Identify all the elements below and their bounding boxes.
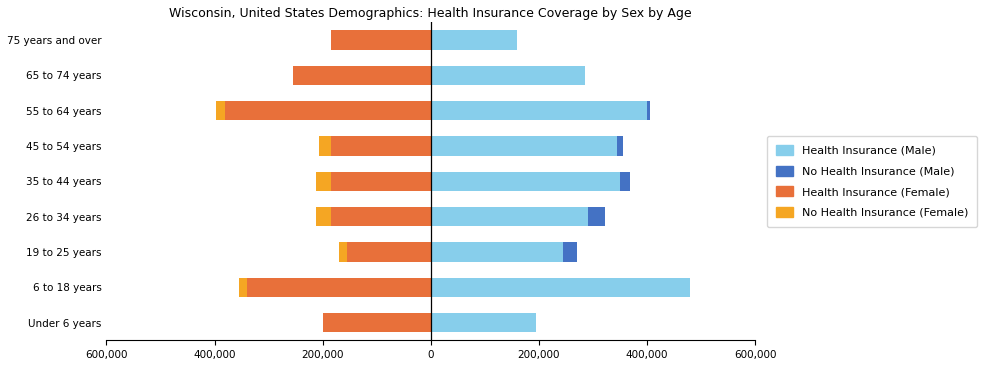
Bar	[293, 66, 430, 85]
Bar	[430, 172, 620, 191]
Bar	[430, 207, 588, 226]
Bar	[430, 278, 690, 297]
Bar	[331, 172, 430, 191]
Bar	[347, 242, 430, 262]
Title: Wisconsin, United States Demographics: Health Insurance Coverage by Sex by Age: Wisconsin, United States Demographics: H…	[169, 7, 692, 20]
Bar	[618, 137, 623, 156]
Bar	[315, 172, 331, 191]
Bar	[331, 30, 430, 50]
Bar	[588, 207, 605, 226]
Bar	[563, 242, 577, 262]
Bar	[247, 278, 430, 297]
Bar	[430, 313, 536, 333]
Bar	[430, 101, 647, 120]
Bar	[226, 101, 430, 120]
Bar	[430, 137, 618, 156]
Bar	[430, 66, 585, 85]
Bar	[319, 137, 331, 156]
Bar	[430, 30, 517, 50]
Bar	[647, 101, 650, 120]
Bar	[620, 172, 629, 191]
Bar	[339, 242, 347, 262]
Bar	[239, 278, 247, 297]
Bar	[323, 313, 430, 333]
Bar	[430, 242, 563, 262]
Bar	[315, 207, 331, 226]
Bar	[216, 101, 226, 120]
Bar	[331, 137, 430, 156]
Legend: Health Insurance (Male), No Health Insurance (Male), Health Insurance (Female), : Health Insurance (Male), No Health Insur…	[767, 136, 977, 227]
Bar	[331, 207, 430, 226]
